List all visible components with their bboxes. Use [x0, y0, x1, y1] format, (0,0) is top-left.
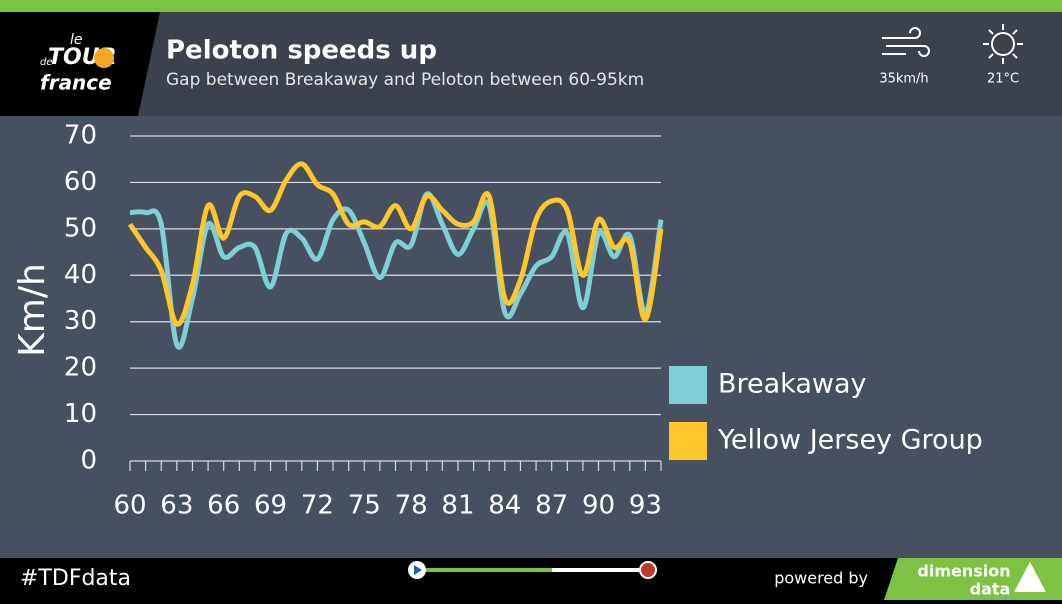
footer	[0, 558, 1062, 600]
x-tick-label: 81	[441, 491, 474, 521]
sun-icon	[983, 24, 1023, 64]
brand: dimension	[917, 562, 1010, 581]
legend-swatch	[669, 422, 707, 460]
powered-by: powered by	[774, 569, 868, 588]
finish-flag	[639, 561, 657, 579]
line	[129, 191, 664, 350]
subtitle: Gap between Breakaway and Peloton betwee…	[166, 70, 644, 90]
x-tick-label: 78	[395, 491, 428, 521]
logo-text: le	[70, 32, 83, 48]
logo-dot	[94, 48, 114, 68]
x-tick-label: 66	[207, 491, 240, 521]
y-axis-label: Km/h	[12, 263, 53, 357]
top-bar	[0, 0, 1062, 12]
hashtag: #TDFdata	[20, 566, 131, 591]
legend-label: Yellow Jersey Group	[717, 425, 983, 456]
x-tick-label: 63	[160, 491, 193, 521]
y-tick-label: 20	[64, 353, 97, 383]
y-tick-label: 40	[64, 260, 97, 290]
y-tick-label: 0	[80, 446, 97, 476]
wind-icon	[882, 27, 930, 57]
y-tick-label: 30	[64, 306, 97, 336]
y-tick-label: 50	[64, 213, 97, 243]
logo-text: france	[40, 71, 112, 95]
play-icon	[414, 565, 422, 575]
x-tick-label: 87	[535, 491, 568, 521]
x-tick-label: 75	[348, 491, 381, 521]
legend-swatch	[669, 366, 707, 404]
temperature: 21°C	[987, 72, 1019, 87]
x-tick-label: 72	[301, 491, 334, 521]
x-tick-label: 93	[629, 491, 662, 521]
brand: data	[970, 580, 1011, 599]
x-tick-label: 60	[113, 491, 146, 521]
logo-block	[0, 12, 160, 116]
y-tick-label: 70	[64, 121, 97, 151]
wind-speed: 35km/h	[879, 72, 928, 87]
logo-text: de	[40, 57, 53, 68]
brand-icon	[1014, 562, 1046, 592]
x-tick-label: 84	[488, 491, 521, 521]
y-tick-label: 10	[64, 399, 97, 429]
x-tick-label: 90	[582, 491, 615, 521]
legend-label: Breakaway	[718, 369, 867, 400]
x-tick-label: 69	[254, 491, 287, 521]
title: Peloton speeds up	[166, 36, 437, 66]
y-tick-label: 60	[64, 167, 97, 197]
line	[127, 161, 664, 327]
header	[0, 12, 1062, 116]
